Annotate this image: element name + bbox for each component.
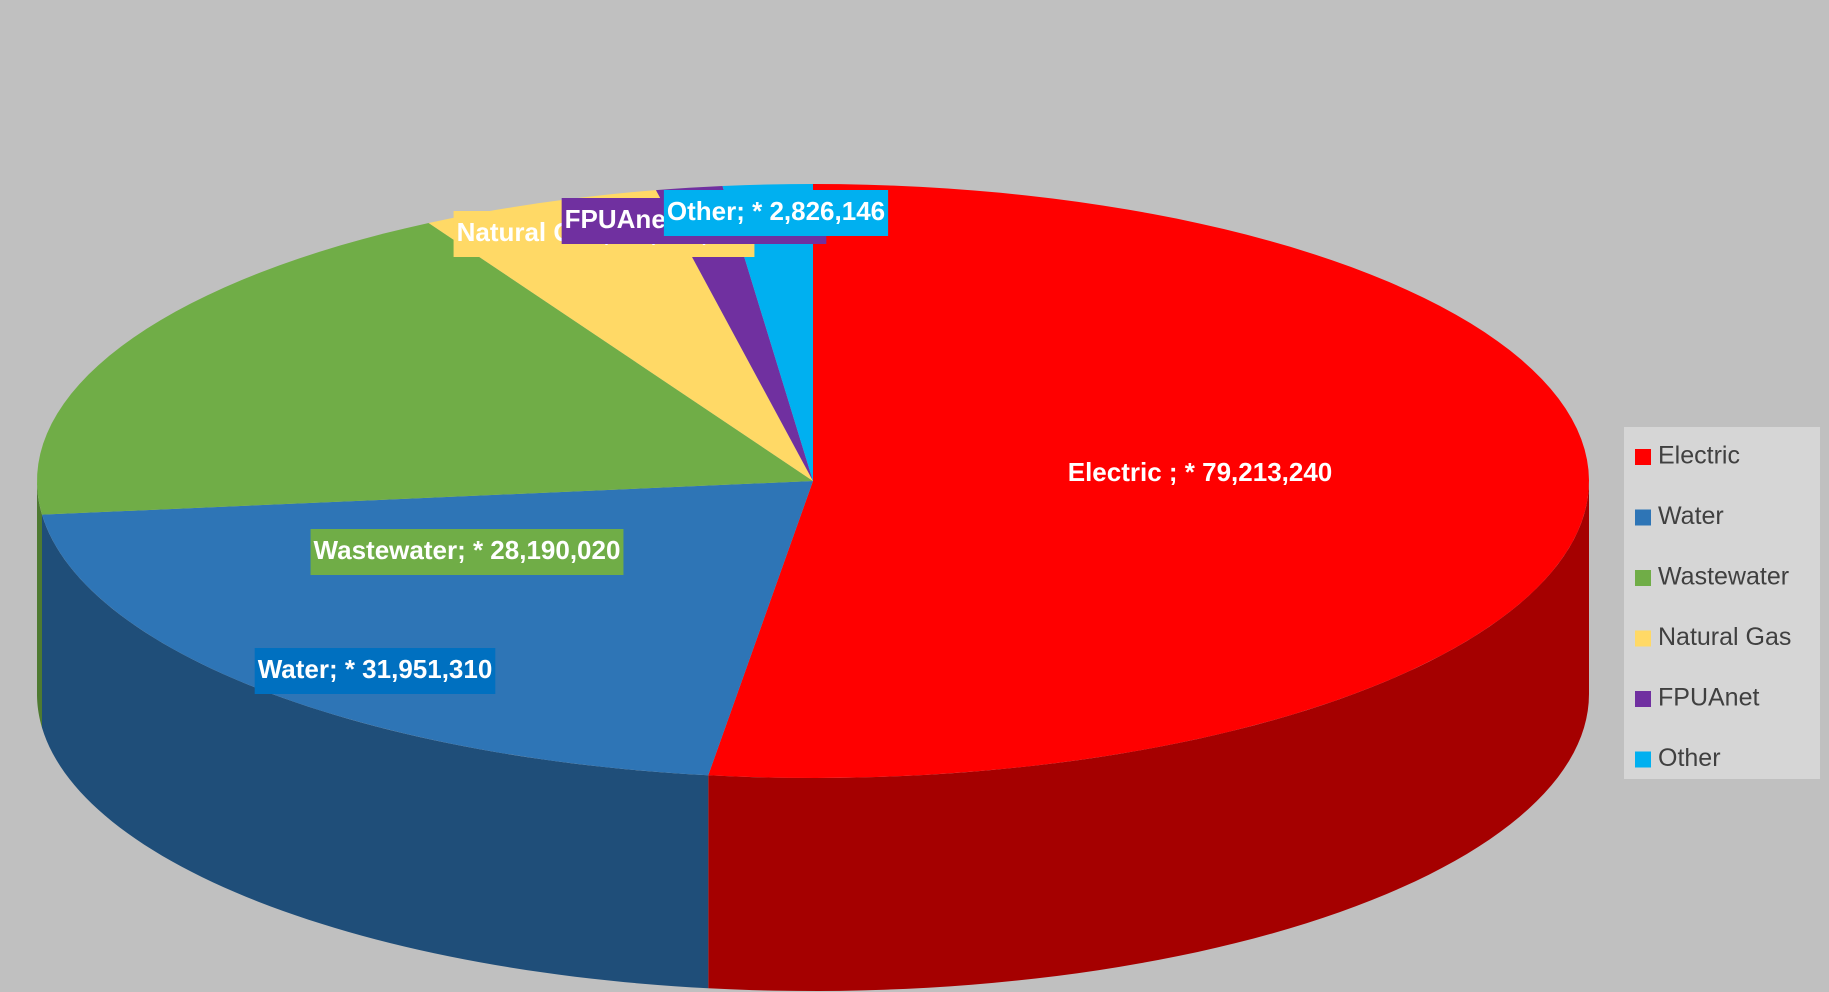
- legend-swatch: [1635, 691, 1651, 707]
- legend-swatch: [1635, 449, 1651, 465]
- data-label: Electric ; * 79,213,240: [1068, 457, 1333, 487]
- legend-swatch: [1635, 570, 1651, 586]
- slice: [722, 184, 813, 481]
- data-label-box: [310, 529, 624, 575]
- slice: [37, 222, 813, 515]
- pie: [37, 184, 1589, 991]
- data-label: Wastewater; * 28,190,020: [310, 529, 624, 575]
- legend: Electric Water Wastewater Natural Gas FPUAne…: [1635, 442, 1791, 772]
- legend-swatch: [1635, 630, 1651, 647]
- data-label-text: Electric ; * 79,213,240: [1068, 457, 1333, 487]
- data-label-box: [663, 190, 889, 236]
- legend-label: Natural Gas: [1658, 623, 1791, 651]
- slice: [428, 190, 813, 481]
- data-label-box: [254, 648, 496, 694]
- data-label-text: Other; * 2,826,146: [667, 196, 885, 226]
- legend-box: [1624, 427, 1820, 779]
- data-label: Water; * 31,951,310: [254, 648, 496, 694]
- data-label-text: Water; * 31,951,310: [258, 654, 493, 684]
- data-labels: Electric ; * 79,213,240 Water; * 31,951,3…: [254, 190, 1333, 694]
- data-label-text: Wastewater; * 28,190,020: [314, 535, 621, 565]
- slice-side: [708, 481, 1589, 991]
- legend-swatch: [1635, 751, 1651, 768]
- slice: [708, 184, 1589, 778]
- legend-label: FPUAnet: [1658, 684, 1759, 712]
- legend-label: Wastewater: [1658, 563, 1789, 591]
- slice-side: [42, 514, 709, 989]
- legend-swatch: [1635, 509, 1651, 526]
- slice: [655, 186, 813, 481]
- data-label: Other; * 2,826,146: [663, 190, 889, 236]
- legend-label: Other: [1658, 744, 1721, 772]
- slice-side: [37, 481, 43, 728]
- legend-label: Electric: [1658, 442, 1740, 470]
- legend-label: Water: [1658, 502, 1724, 530]
